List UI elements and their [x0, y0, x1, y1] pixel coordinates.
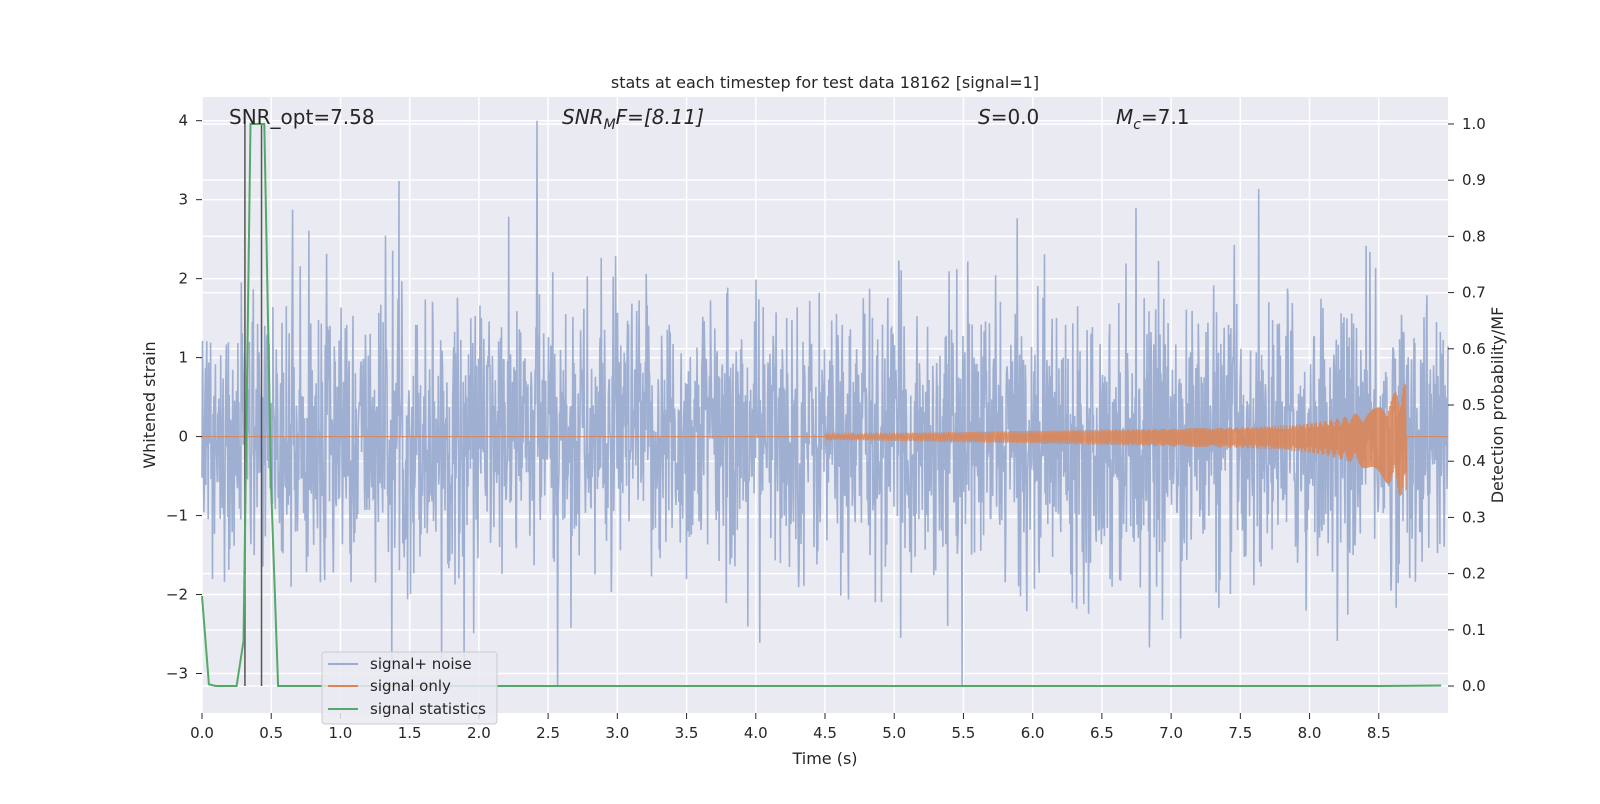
- annotation-mc-base: M: [1116, 105, 1133, 129]
- y-left-tick-label-2: −1: [166, 507, 188, 525]
- x-tick-label-12: 6.0: [1021, 724, 1045, 742]
- annotation-mc-rest: =7.1: [1141, 105, 1190, 129]
- y-left-tick-label-7: 4: [178, 112, 188, 130]
- annotation-snr-mf-rest: F=[8.11]: [616, 105, 704, 129]
- y-right-tick-label-8: 0.8: [1462, 227, 1486, 245]
- x-axis-title: Time (s): [791, 749, 857, 768]
- x-tick-label-17: 8.5: [1367, 724, 1391, 742]
- annotation-s: S=0.0: [978, 105, 1039, 129]
- y-left-tick-label-0: −3: [166, 665, 188, 683]
- x-tick-label-7: 3.5: [675, 724, 699, 742]
- y-right-tick-label-10: 1.0: [1462, 115, 1486, 133]
- y-right-tick-label-0: 0.0: [1462, 677, 1486, 695]
- y-right-tick-label-4: 0.4: [1462, 452, 1486, 470]
- x-tick-label-14: 7.0: [1159, 724, 1183, 742]
- legend-label-signal-statistics: signal statistics: [370, 700, 486, 718]
- x-tick-label-0: 0.0: [190, 724, 214, 742]
- y-right-tick-label-2: 0.2: [1462, 565, 1486, 583]
- y-right-tick-label-5: 0.5: [1462, 396, 1486, 414]
- x-tick-label-16: 8.0: [1298, 724, 1322, 742]
- x-tick-label-10: 5.0: [882, 724, 906, 742]
- y-right-tick-label-6: 0.6: [1462, 340, 1486, 358]
- x-tick-label-1: 0.5: [259, 724, 283, 742]
- legend: signal+ noise signal only signal statist…: [322, 652, 497, 724]
- y-right-axis-ticks: 0.0 0.1 0.2 0.3 0.4 0.5 0.6 0.7 0.8 0.9 1.0: [1448, 115, 1486, 695]
- chart-title: stats at each timestep for test data 181…: [611, 73, 1039, 92]
- y-left-axis-ticks: −3 −2 −1 0 1 2 3 4: [166, 112, 202, 683]
- x-tick-label-11: 5.5: [952, 724, 976, 742]
- annotation-s-base: S: [978, 105, 991, 129]
- x-tick-label-3: 1.5: [398, 724, 422, 742]
- x-tick-label-9: 4.5: [813, 724, 837, 742]
- y-right-tick-label-3: 0.3: [1462, 508, 1486, 526]
- x-tick-label-4: 2.0: [467, 724, 491, 742]
- y-right-tick-label-1: 0.1: [1462, 621, 1486, 639]
- y-left-axis-title: Whitened strain: [140, 341, 159, 468]
- y-left-tick-label-5: 2: [178, 270, 188, 288]
- y-left-tick-label-4: 1: [178, 349, 188, 367]
- annotation-snr-mf-sub: M: [604, 117, 616, 133]
- y-left-tick-label-3: 0: [178, 428, 188, 446]
- y-right-tick-label-9: 0.9: [1462, 171, 1486, 189]
- legend-label-signal-noise: signal+ noise: [370, 655, 472, 673]
- x-tick-label-13: 6.5: [1090, 724, 1114, 742]
- annotation-snr-mf-base: SNR: [562, 105, 604, 129]
- legend-label-signal-only: signal only: [370, 677, 451, 695]
- annotation-snr-mf: SNRMF=[8.11]: [562, 105, 704, 133]
- annotation-snr-opt: SNR_opt=7.58: [229, 105, 375, 129]
- x-tick-label-2: 1.0: [329, 724, 353, 742]
- y-right-tick-label-7: 0.7: [1462, 284, 1486, 302]
- annotation-s-rest: =0.0: [991, 105, 1040, 129]
- x-tick-label-5: 2.5: [536, 724, 560, 742]
- x-tick-label-8: 4.0: [744, 724, 768, 742]
- x-tick-label-15: 7.5: [1228, 724, 1252, 742]
- y-left-tick-label-6: 3: [178, 191, 188, 209]
- y-left-tick-label-1: −2: [166, 586, 188, 604]
- y-right-axis-title: Detection probability/MF: [1488, 307, 1507, 504]
- x-tick-label-6: 3.0: [605, 724, 629, 742]
- annotation-mc: Mc=7.1: [1116, 105, 1190, 133]
